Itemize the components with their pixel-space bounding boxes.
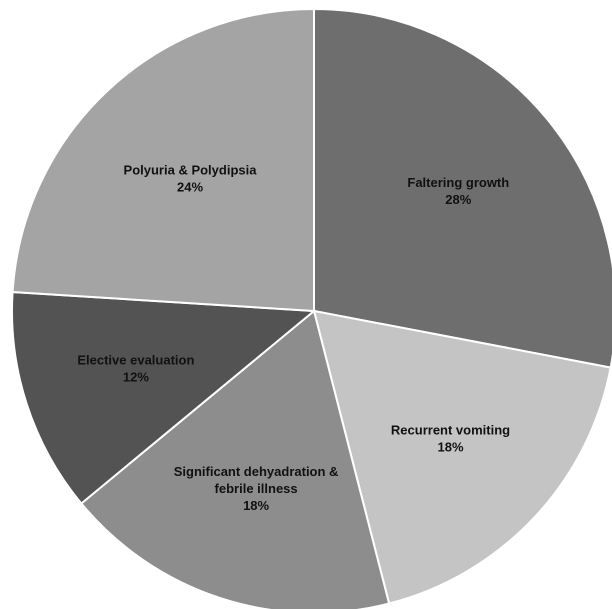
pie-slice-percent: 28% — [445, 192, 471, 207]
pie-slice-label: Elective evaluation 12% — [77, 352, 194, 384]
pie-slice-percent: 12% — [123, 369, 149, 384]
pie-slice-category: Faltering growth — [407, 175, 509, 190]
pie-slice — [312, 309, 612, 605]
pie-slice-label: Significant dehyadration & febrile illnes… — [174, 464, 339, 513]
pie-slices — [11, 7, 612, 609]
pie-slice-label: Recurrent vomiting 18% — [391, 423, 510, 455]
pie-slice — [11, 7, 315, 313]
pie-slice-percent: 18% — [243, 498, 269, 513]
pie-slice-percent: 18% — [437, 440, 463, 455]
pie-slice-category: febrile illness — [215, 481, 298, 496]
pie-slice — [313, 7, 612, 369]
pie-slice-category: Polyuria & Polydipsia — [124, 162, 258, 177]
pie-slice-category: Significant dehyadration & — [174, 464, 339, 479]
pie-slice-category: Recurrent vomiting — [391, 423, 510, 438]
pie-slice-label: Faltering growth 28% — [407, 175, 509, 207]
pie-slice — [11, 290, 317, 505]
pie-slice — [79, 309, 391, 609]
pie-slice-label: Polyuria & Polydipsia 24% — [124, 162, 258, 194]
pie-labels: Faltering growth 28% Recurrent vomiting 18%… — [77, 162, 510, 513]
pie-slice-percent: 24% — [177, 179, 203, 194]
pie-slice-category: Elective evaluation — [77, 352, 194, 367]
